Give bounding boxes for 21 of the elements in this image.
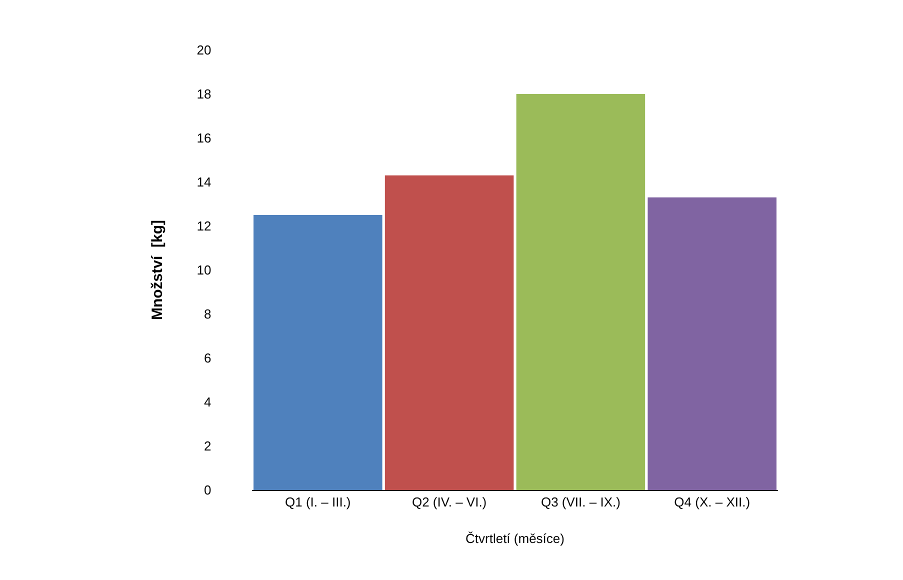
- bar: [516, 94, 646, 490]
- x-tick-label: Q3 (VII. – IX.): [540, 494, 620, 510]
- y-axis-title: Množství [kg]: [148, 220, 166, 320]
- y-tick-label: 12: [196, 218, 212, 234]
- y-tick-label: 20: [196, 42, 212, 58]
- y-tick-label: 14: [196, 174, 212, 190]
- bar: [384, 175, 514, 490]
- y-tick-label: 16: [196, 130, 212, 146]
- bar: [648, 197, 776, 490]
- x-tick-label: Q4 (X. – XII.): [674, 494, 750, 510]
- y-tick-label: 6: [204, 350, 212, 366]
- x-tick-label: Q2 (IV. – VI.): [412, 494, 487, 510]
- y-tick-label: 2: [204, 438, 212, 454]
- bar: [254, 215, 382, 490]
- y-tick-label: 18: [196, 86, 212, 102]
- x-axis-title: Čtvrtletí (měsíce): [466, 531, 564, 546]
- y-tick-label: 10: [196, 262, 212, 278]
- y-tick-label: 4: [204, 394, 212, 410]
- y-tick-label: 0: [204, 482, 212, 498]
- x-tick-label: Q1 (I. – III.): [285, 494, 351, 510]
- y-tick-label: 8: [204, 306, 212, 322]
